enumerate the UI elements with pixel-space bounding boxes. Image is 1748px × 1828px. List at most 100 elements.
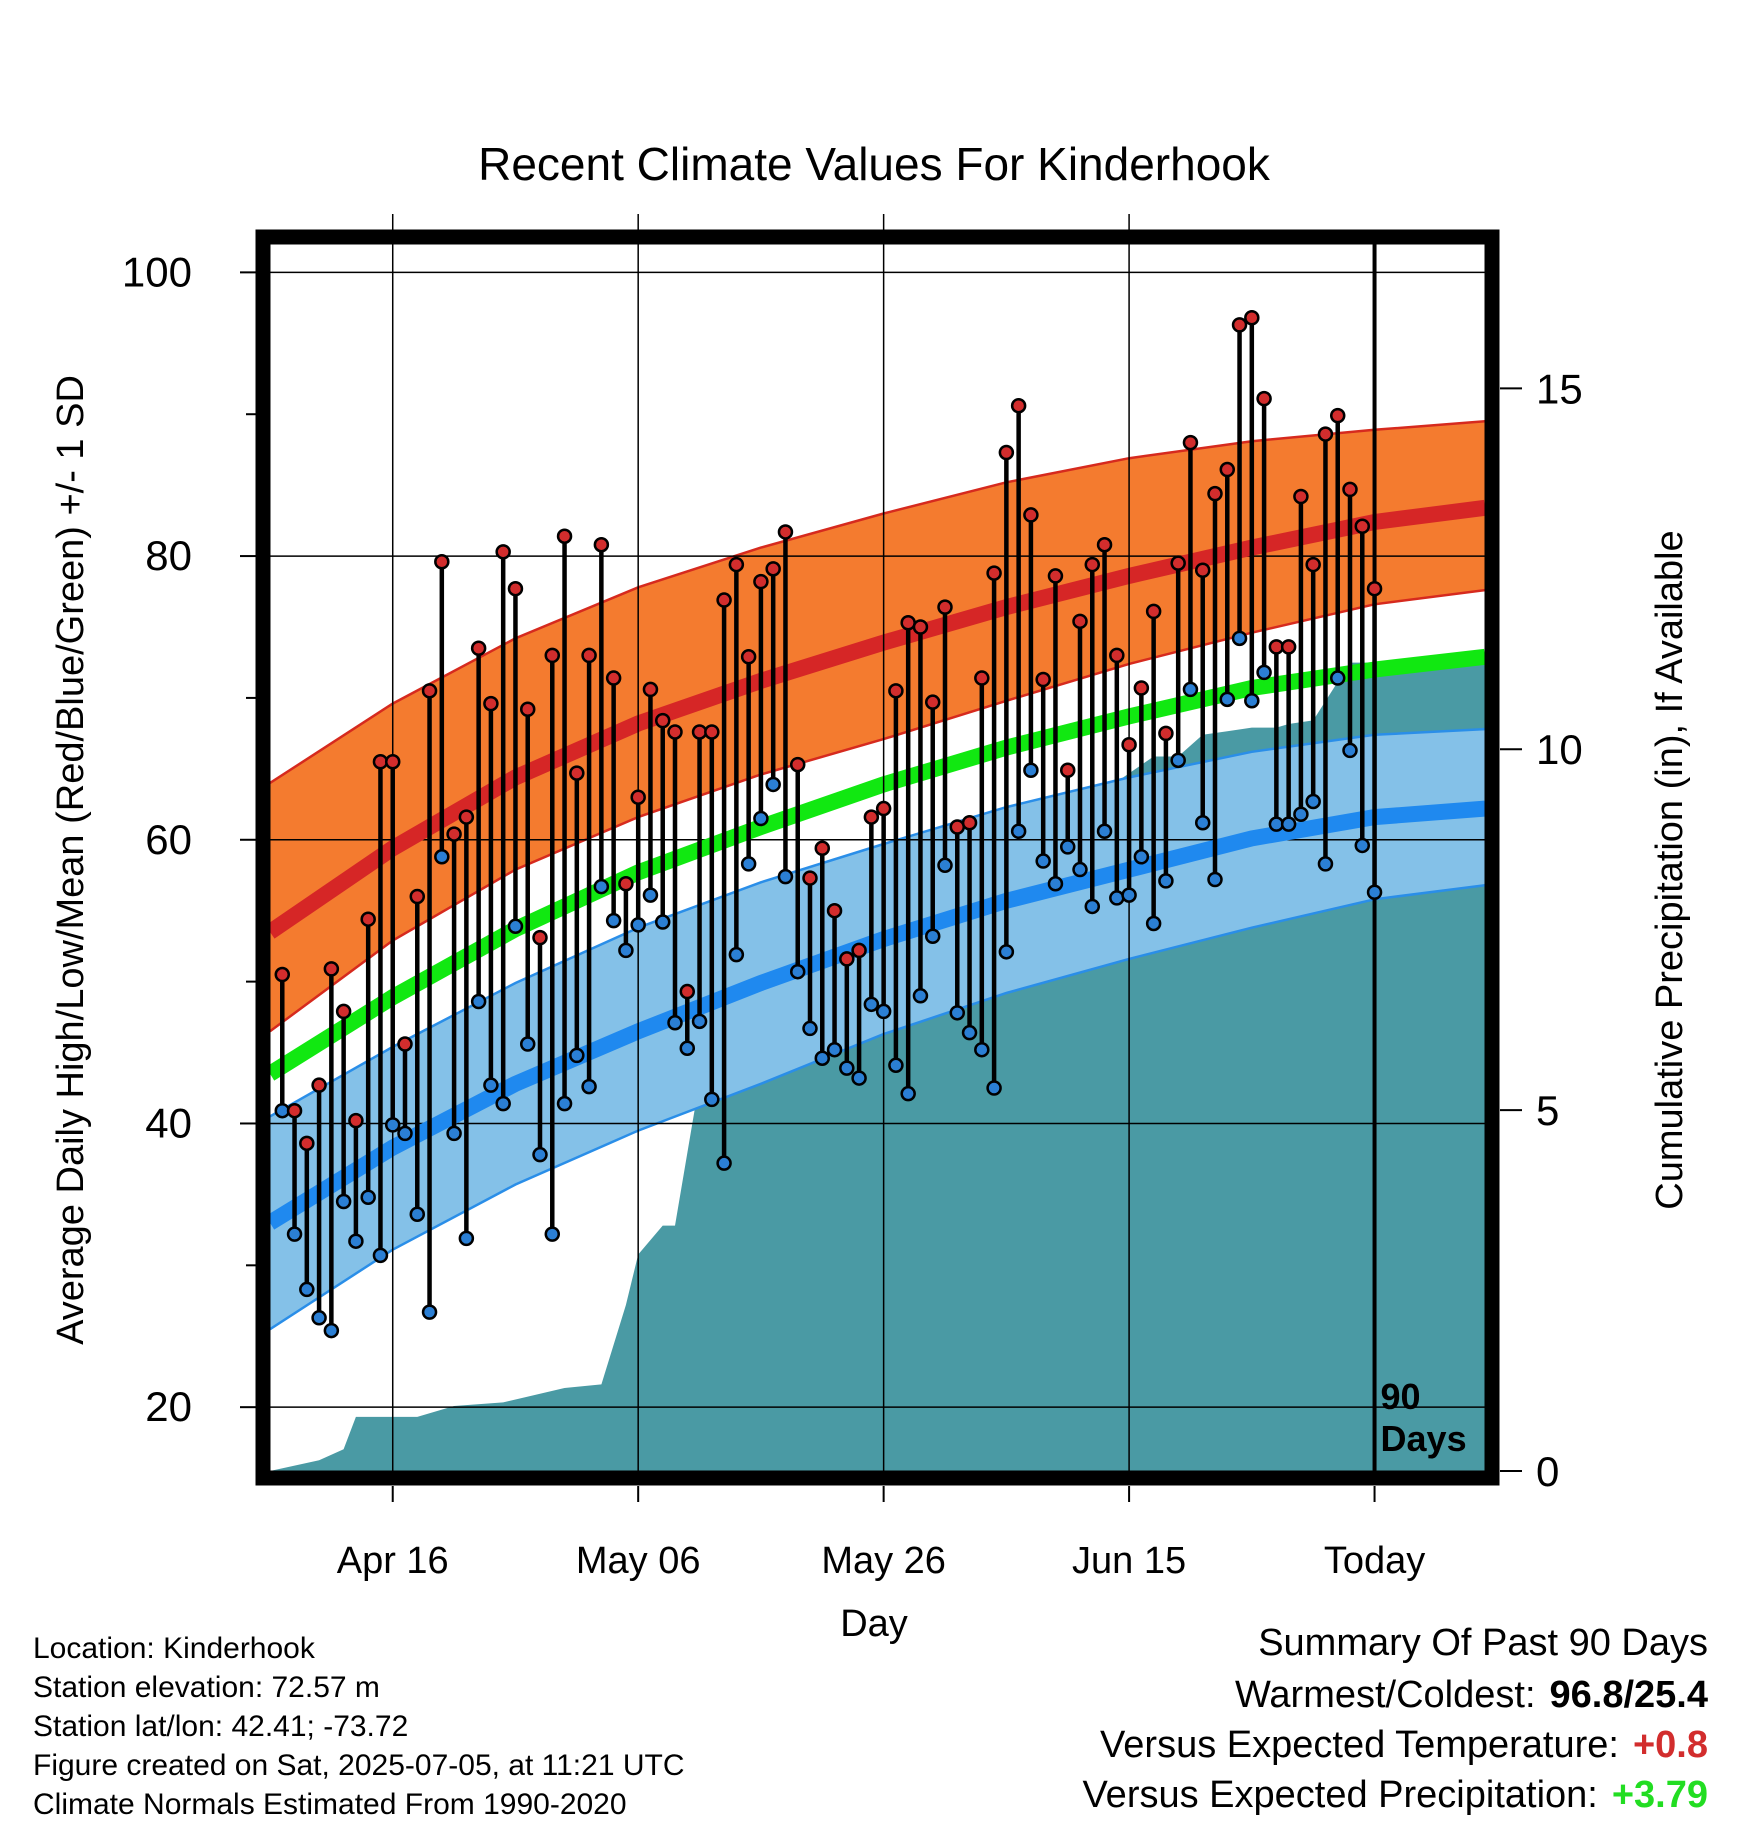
daily-low-point — [495, 1095, 511, 1112]
daily-low-point — [348, 1233, 364, 1249]
daily-high-point — [605, 670, 622, 686]
y-tick-label-right: 15 — [1536, 365, 1583, 412]
daily-high-point — [532, 929, 548, 946]
daily-high-point — [937, 599, 953, 615]
daily-low-point — [446, 1125, 462, 1142]
daily-low-point — [1010, 823, 1027, 840]
daily-low-point — [1023, 762, 1039, 779]
daily-high-point — [286, 1102, 303, 1119]
daily-high-point — [618, 875, 634, 892]
daily-low-point — [1109, 890, 1125, 906]
daily-high-point — [581, 647, 597, 664]
daily-low-point — [556, 1095, 573, 1112]
daily-low-point — [299, 1281, 315, 1298]
daily-low-point — [740, 856, 757, 872]
daily-low-point — [1158, 873, 1174, 889]
daily-low-point — [875, 1003, 892, 1020]
daily-high-point — [335, 1003, 352, 1020]
daily-high-point — [323, 961, 340, 977]
plot-frame — [255, 229, 1500, 1486]
x-tick-label: Jun 15 — [1072, 1540, 1186, 1582]
y-tick-label-left: 20 — [145, 1383, 192, 1430]
daily-low-point — [470, 993, 487, 1010]
daily-high-point — [1366, 580, 1383, 597]
daily-high-point — [1035, 671, 1051, 688]
daily-low-point — [667, 1015, 683, 1031]
info-elevation: Station elevation: 72.57 m — [33, 1671, 380, 1704]
daily-high-point — [1121, 736, 1137, 753]
daily-high-point — [556, 528, 573, 544]
daily-high-point — [667, 724, 683, 740]
daily-low-point — [704, 1091, 720, 1108]
daily-high-point — [1293, 488, 1309, 505]
daily-high-point — [495, 544, 511, 560]
daily-low-point — [532, 1146, 548, 1163]
daily-high-point — [458, 809, 475, 825]
summary-temperature: Versus Expected Temperature: +0.8 — [1100, 1724, 1708, 1767]
daily-low-point — [1194, 814, 1211, 831]
daily-high-point — [1133, 680, 1150, 696]
daily-low-point — [409, 1206, 426, 1223]
daily-high-point — [1342, 481, 1358, 498]
daily-high-point — [704, 724, 720, 740]
daily-low-point — [839, 1060, 855, 1076]
daily-high-point — [544, 647, 561, 664]
daily-high-point — [1305, 556, 1321, 573]
daily-low-point — [949, 1005, 966, 1021]
daily-high-point — [974, 670, 990, 686]
daily-low-point — [789, 963, 806, 980]
daily-low-point — [507, 918, 524, 935]
daily-high-point — [1182, 434, 1199, 451]
daily-low-point — [434, 849, 450, 865]
daily-high-point — [1317, 426, 1334, 442]
daily-high-point — [1010, 397, 1027, 414]
daily-high-point — [740, 649, 757, 665]
daily-low-point — [397, 1125, 413, 1142]
daily-high-point — [654, 712, 671, 729]
daily-low-point — [1182, 681, 1199, 698]
daily-high-point — [875, 800, 892, 817]
daily-high-point — [569, 765, 585, 781]
y-tick-label-left: 40 — [145, 1099, 192, 1146]
daily-high-point — [274, 966, 291, 983]
daily-low-point — [802, 1020, 818, 1037]
daily-low-point — [360, 1189, 376, 1205]
daily-high-point — [409, 888, 426, 905]
daily-low-point — [1072, 861, 1088, 878]
summary-heading-text: Summary Of Past 90 Days — [1258, 1622, 1708, 1664]
daily-low-point — [605, 912, 622, 929]
y-tick-label-left: 60 — [145, 816, 192, 863]
daily-high-point — [753, 573, 769, 590]
y-tick-label-left: 80 — [145, 532, 192, 579]
daily-high-point — [912, 619, 929, 635]
daily-low-point — [1280, 816, 1297, 832]
daily-low-point — [421, 1304, 438, 1320]
daily-high-point — [986, 565, 1002, 581]
daily-low-point — [1133, 849, 1150, 865]
daily-high-point — [397, 1036, 413, 1052]
daily-low-point — [900, 1085, 916, 1102]
daily-high-point — [1329, 407, 1346, 424]
daily-low-point — [814, 1050, 831, 1066]
daily-low-point — [1244, 693, 1260, 709]
daily-low-point — [986, 1080, 1002, 1096]
y-tick-label-left: 100 — [122, 248, 192, 295]
daily-high-point — [863, 809, 880, 825]
daily-low-point — [1256, 664, 1272, 681]
daily-high-point — [1158, 725, 1174, 742]
today-label: 90 — [1381, 1376, 1421, 1417]
daily-low-point — [1084, 898, 1101, 915]
warmest-coldest-value: 96.8/25.4 — [1549, 1674, 1708, 1716]
daily-high-point — [888, 683, 904, 699]
daily-low-point — [1305, 793, 1321, 810]
daily-high-point — [1194, 562, 1211, 579]
daily-high-point — [802, 870, 818, 886]
daily-low-point — [642, 887, 659, 903]
daily-high-point — [839, 951, 855, 967]
daily-low-point — [1219, 691, 1236, 708]
daily-high-point — [1219, 461, 1236, 478]
daily-high-point — [446, 826, 462, 842]
daily-low-point — [1231, 630, 1248, 647]
info-created: Figure created on Sat, 2025-07-05, at 11… — [33, 1749, 685, 1782]
